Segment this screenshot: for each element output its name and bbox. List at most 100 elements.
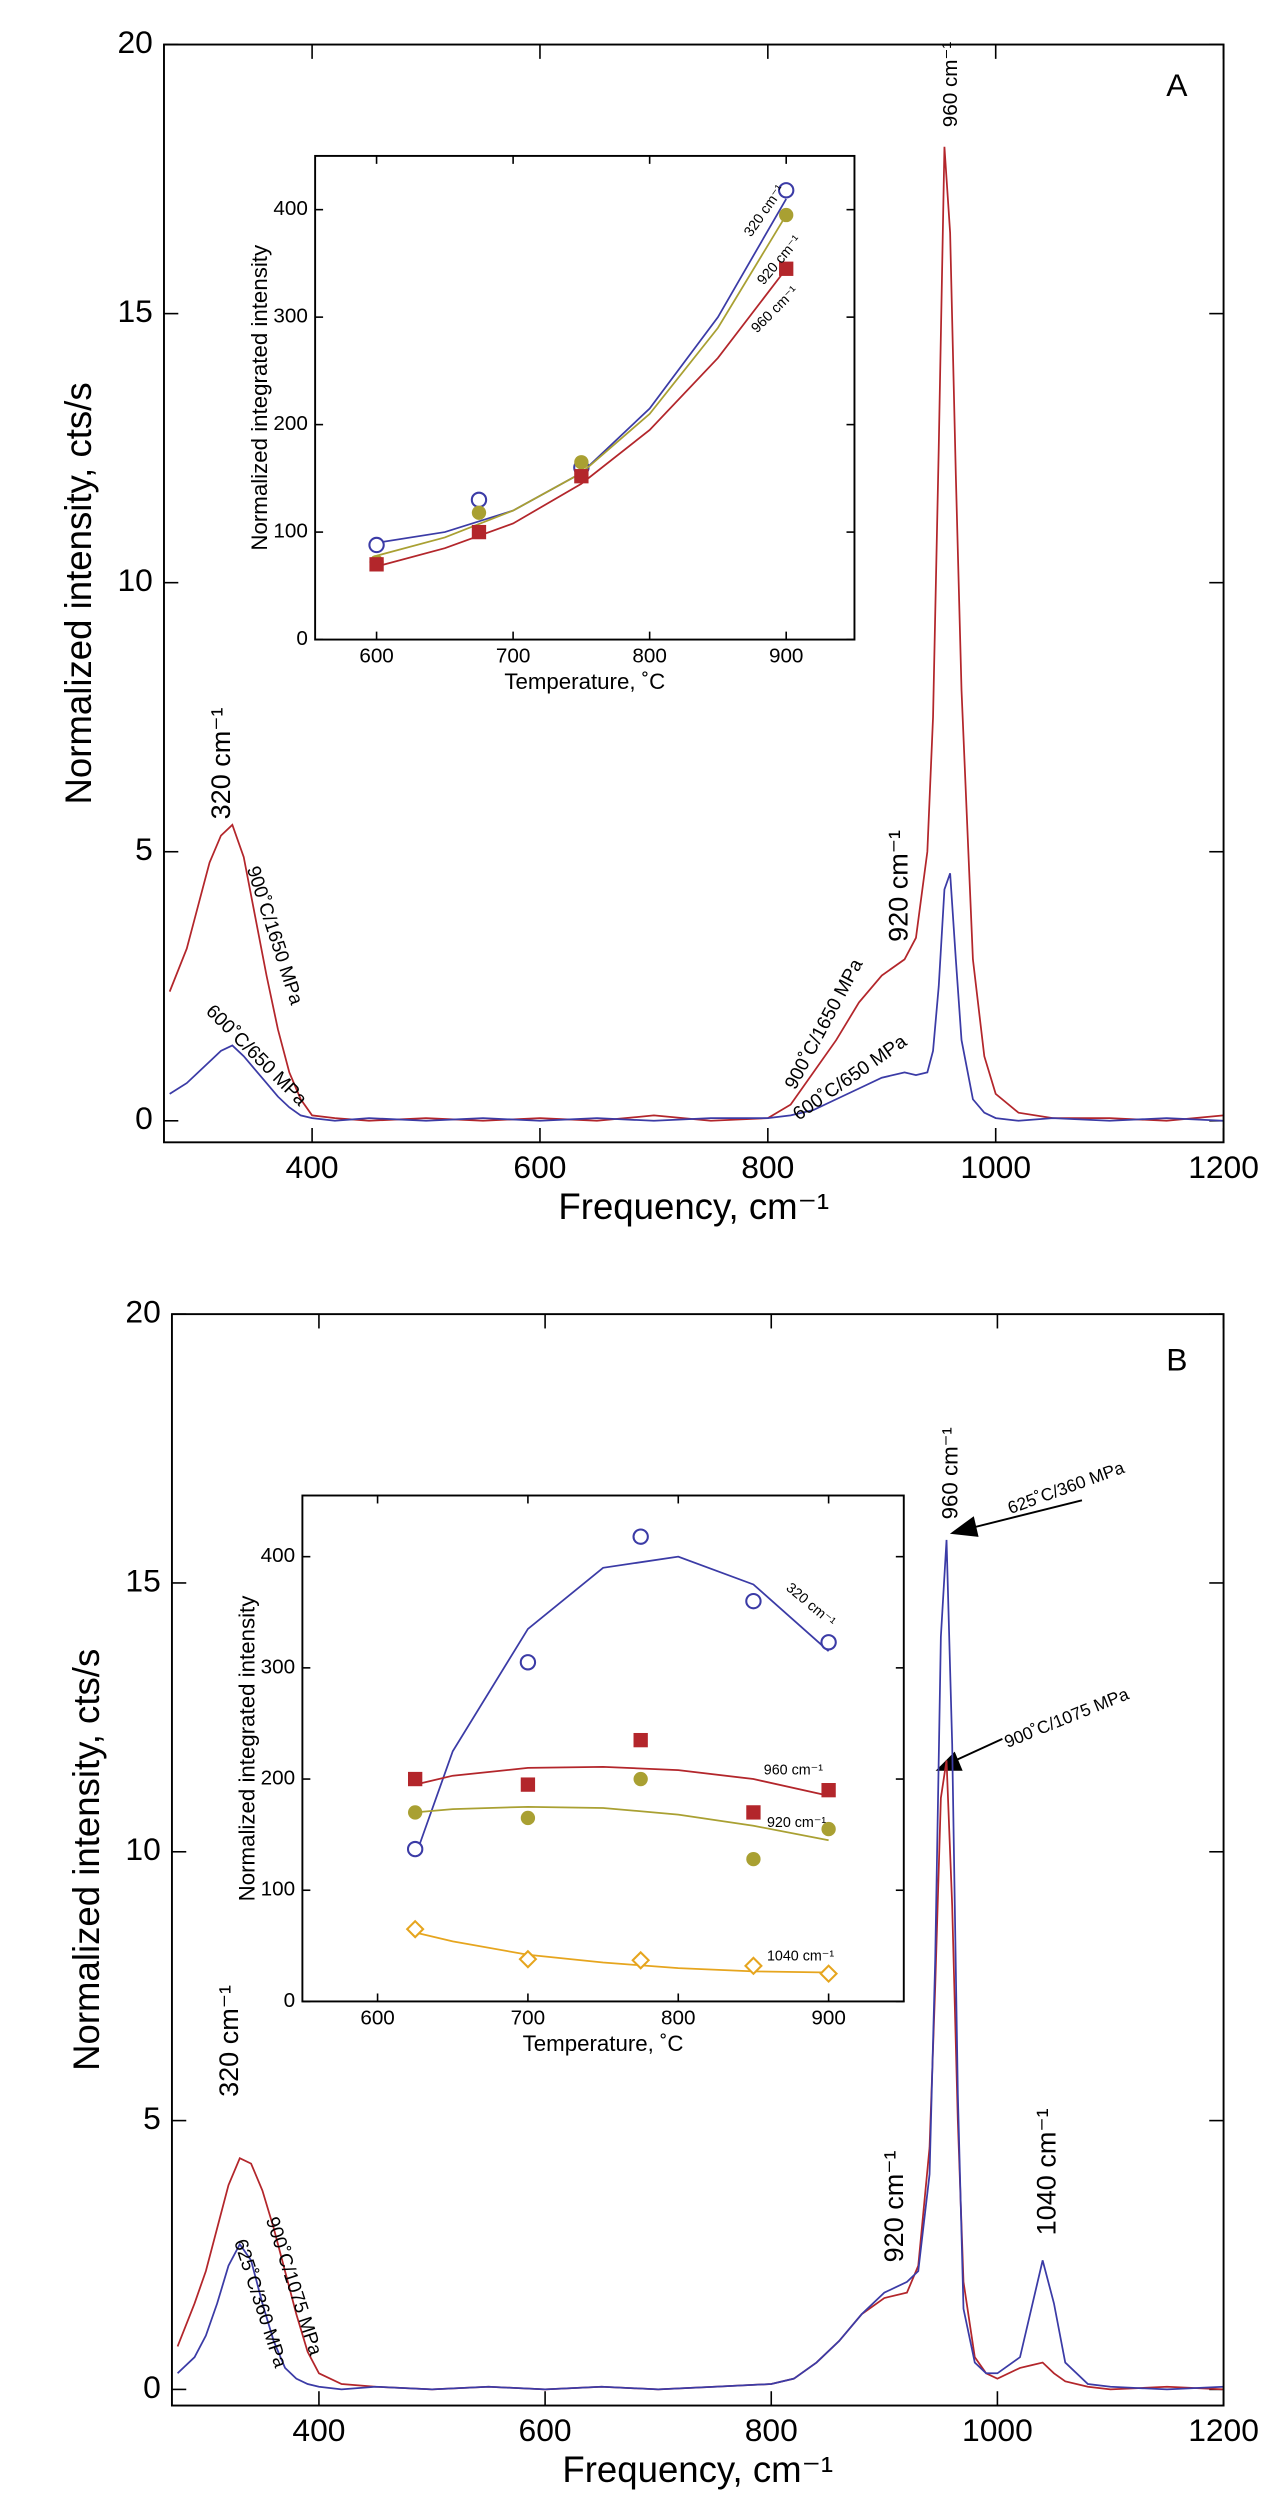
- x-axis-label: Frequency, cm⁻¹: [558, 1186, 829, 1227]
- x-tick-label: 900: [769, 645, 804, 668]
- x-axis-label: Temperature, ˚C: [523, 2031, 684, 2056]
- x-axis-label: Temperature, ˚C: [504, 669, 665, 694]
- y-tick-label: 0: [135, 1100, 153, 1136]
- x-tick-label: 900: [811, 2006, 846, 2029]
- marker: [520, 1777, 536, 1792]
- marker: [779, 261, 794, 276]
- marker: [520, 1810, 536, 1826]
- y-tick-label: 5: [135, 831, 153, 867]
- plot-frame: [301, 1494, 905, 2003]
- annotation: 960 cm⁻¹: [937, 1427, 962, 1519]
- marker: [405, 1919, 425, 1939]
- marker: [574, 469, 589, 484]
- y-axis-label: Normalized integrated intensity: [235, 1595, 260, 1902]
- marker: [745, 1592, 762, 1610]
- spectrum-line: [168, 146, 1224, 1122]
- x-tick-label: 700: [496, 645, 531, 668]
- x-axis-label: Frequency, cm⁻¹: [562, 2449, 833, 2490]
- fit-curve: [414, 1765, 829, 1797]
- y-tick-label: 5: [143, 2100, 161, 2136]
- y-tick-label: 0: [143, 2369, 161, 2405]
- y-axis-label: Normalized intensity, cts/s: [58, 382, 99, 804]
- arrow: [960, 1499, 1083, 1532]
- x-tick-label: 600: [513, 1149, 566, 1185]
- marker: [746, 1851, 761, 1867]
- inset-background: [315, 155, 855, 640]
- annotation: 900˚C/1075 MPa: [1001, 1683, 1131, 1751]
- inset-background: [302, 1495, 904, 2002]
- y-tick-label: 100: [261, 1878, 296, 1901]
- marker: [369, 557, 384, 572]
- arrow-head: [935, 1751, 963, 1771]
- annotation: 900˚C/1650 MPa: [242, 864, 307, 1008]
- x-tick-label: 800: [632, 645, 667, 668]
- marker: [819, 1964, 839, 1984]
- x-tick-label: 600: [519, 2412, 572, 2448]
- fit-curve: [414, 1555, 830, 1858]
- y-tick-label: 100: [273, 520, 308, 543]
- x-tick-label: 700: [511, 2006, 546, 2029]
- plot-frame: [170, 1313, 1225, 2407]
- marker: [633, 1732, 648, 1748]
- marker: [407, 1771, 423, 1787]
- y-axis-label: Normalized integrated intensity: [247, 244, 272, 551]
- panel-label: B: [1166, 1341, 1187, 1377]
- marker: [633, 1771, 648, 1787]
- fit-curve: [415, 1805, 829, 1842]
- plot-frame: [163, 43, 1225, 1144]
- annotation: 1040 cm⁻¹: [767, 1949, 834, 1965]
- marker: [471, 505, 487, 520]
- y-tick-label: 200: [261, 1767, 296, 1790]
- annotation: 920 cm⁻¹: [767, 1815, 826, 1831]
- x-tick-label: 1200: [1188, 2412, 1259, 2448]
- y-tick-label: 15: [117, 293, 152, 329]
- annotation: 920 cm⁻¹: [879, 2150, 909, 2262]
- marker: [632, 1528, 649, 1545]
- y-tick-label: 10: [125, 1831, 160, 1867]
- marker: [821, 1783, 836, 1798]
- marker: [746, 1805, 761, 1820]
- y-tick-label: 400: [273, 197, 308, 220]
- x-tick-label: 400: [292, 2412, 345, 2448]
- spectrum-line: [176, 1539, 1224, 2391]
- arrow-head: [949, 1516, 979, 1537]
- marker: [744, 1956, 763, 1976]
- panel-label: A: [1166, 67, 1188, 103]
- marker: [368, 536, 385, 554]
- marker: [631, 1950, 651, 1970]
- x-tick-label: 600: [359, 645, 394, 668]
- plot-frame: [314, 154, 856, 641]
- marker: [406, 1840, 424, 1858]
- x-tick-label: 1000: [960, 1149, 1031, 1185]
- marker: [820, 1634, 837, 1651]
- marker: [470, 491, 488, 509]
- x-tick-label: 800: [745, 2412, 798, 2448]
- y-tick-label: 15: [125, 1562, 160, 1598]
- marker: [574, 455, 589, 470]
- marker: [779, 207, 794, 223]
- y-tick-label: 0: [296, 627, 307, 650]
- marker: [777, 182, 795, 199]
- x-tick-label: 1000: [962, 2412, 1033, 2448]
- y-axis-label: Normalized intensity, cts/s: [66, 1649, 107, 2071]
- x-tick-label: 1200: [1188, 1149, 1259, 1185]
- annotation: 960 cm⁻¹: [764, 1763, 823, 1779]
- annotation: 600˚C/650 MPa: [201, 1001, 311, 1111]
- spectrum-line: [169, 872, 1224, 1122]
- y-tick-label: 200: [273, 412, 308, 435]
- annotation: 625˚C/360 MPa: [1005, 1457, 1127, 1518]
- annotation: 960 cm⁻¹: [939, 42, 962, 128]
- y-tick-label: 0: [284, 1989, 296, 2012]
- annotation: 1040 cm⁻¹: [1032, 2108, 1062, 2235]
- fit-curve: [376, 268, 787, 568]
- y-tick-label: 400: [261, 1544, 296, 1567]
- x-tick-label: 600: [360, 2006, 395, 2029]
- y-tick-label: 300: [261, 1655, 296, 1678]
- annotation: 320 cm⁻¹: [206, 707, 236, 819]
- annotation: 920 cm⁻¹: [884, 830, 914, 942]
- marker: [471, 524, 487, 540]
- x-tick-label: 800: [661, 2006, 696, 2029]
- marker: [519, 1654, 537, 1671]
